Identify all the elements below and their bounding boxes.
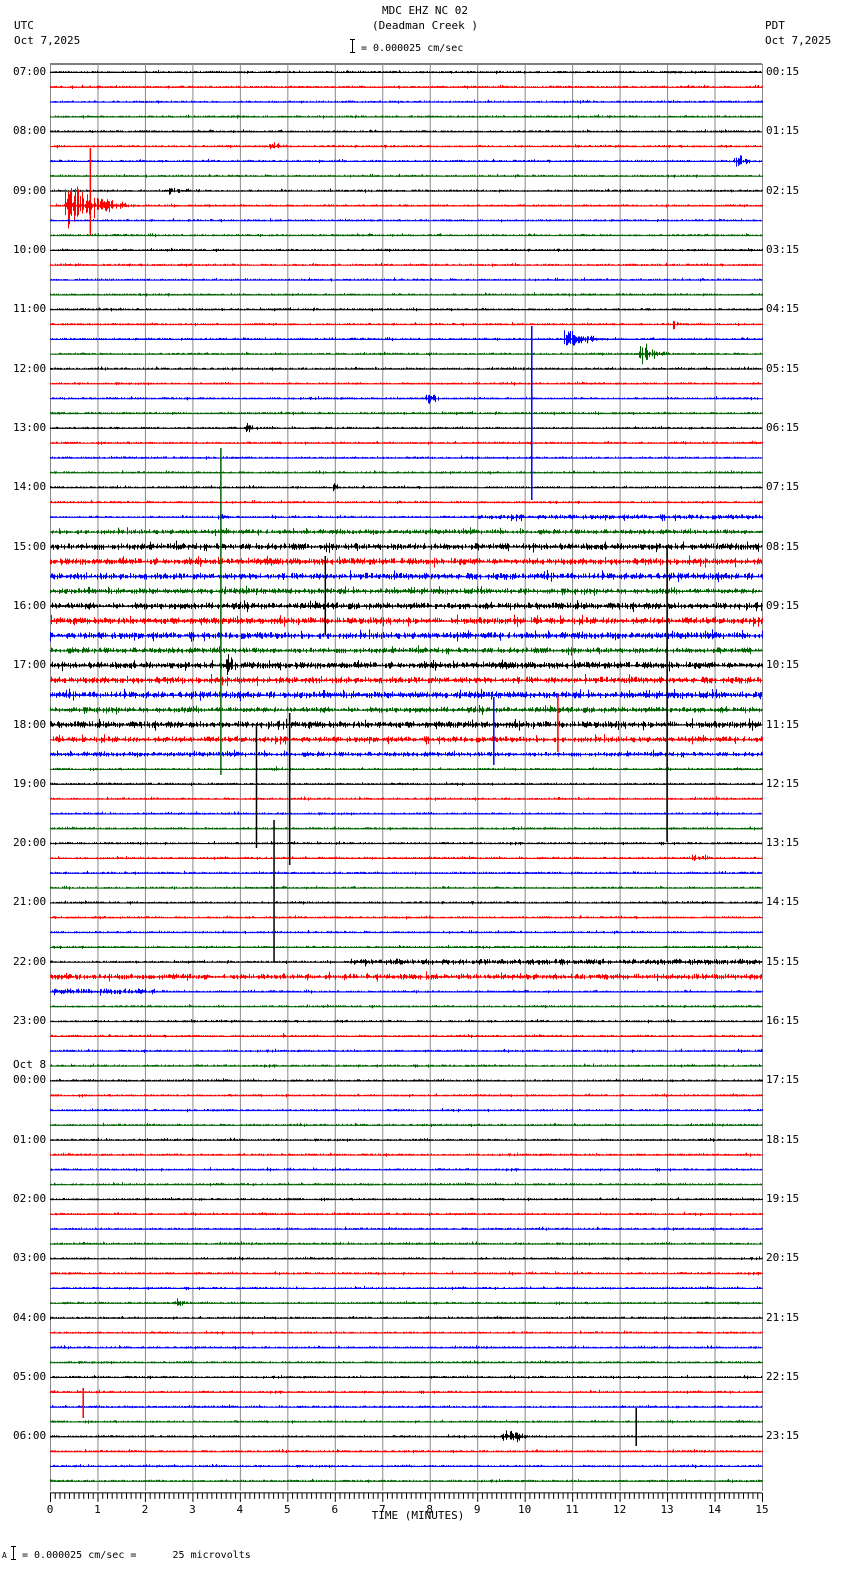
utc-time-label: 13:00 bbox=[13, 420, 47, 434]
footer-scale-bar-icon bbox=[11, 1546, 16, 1560]
x-tick-label: 4 bbox=[237, 1503, 244, 1516]
date-change-label: Oct 8 bbox=[13, 1058, 47, 1072]
utc-time-label: 18:00 bbox=[13, 717, 47, 731]
utc-time-label: 00:00 bbox=[13, 1073, 47, 1087]
x-tick-label: 1 bbox=[94, 1503, 101, 1516]
pdt-time-label: 02:15 bbox=[766, 183, 800, 197]
left-date: Oct 7,2025 bbox=[14, 34, 81, 47]
pdt-time-label: 15:15 bbox=[766, 954, 800, 968]
scale-text: = 0.000025 cm/sec bbox=[361, 43, 464, 54]
utc-time-label: 17:00 bbox=[13, 658, 47, 672]
pdt-time-label: 09:15 bbox=[766, 598, 800, 612]
x-tick-label: 10 bbox=[518, 1503, 531, 1516]
utc-time-label: 23:00 bbox=[13, 1014, 47, 1028]
x-axis-title: TIME (MINUTES) bbox=[371, 1509, 465, 1522]
utc-time-label: 10:00 bbox=[13, 242, 47, 256]
pdt-time-label: 03:15 bbox=[766, 242, 800, 256]
footer-prefix: A bbox=[2, 1551, 7, 1560]
pdt-time-label: 00:15 bbox=[766, 65, 800, 78]
site-name: (Deadman Creek ) bbox=[372, 19, 478, 32]
utc-time-label: 04:00 bbox=[13, 1310, 47, 1324]
station-title: MDC EHZ NC 02 bbox=[381, 4, 469, 17]
pdt-time-label: 06:15 bbox=[766, 420, 800, 434]
scale-bar-icon bbox=[350, 39, 355, 53]
footer-scale-text: = 0.000025 cm/sec = 25 microvolts bbox=[22, 1550, 251, 1561]
pdt-time-label: 14:15 bbox=[766, 895, 800, 909]
utc-time-label: 22:00 bbox=[13, 954, 47, 968]
x-tick-label: 13 bbox=[660, 1503, 673, 1516]
utc-time-label: 07:00 bbox=[13, 65, 47, 78]
utc-time-label: 15:00 bbox=[13, 539, 47, 553]
pdt-time-label: 21:15 bbox=[766, 1310, 800, 1324]
x-tick-label: 8 bbox=[426, 1503, 433, 1516]
pdt-time-label: 05:15 bbox=[766, 361, 800, 375]
pdt-time-label: 23:15 bbox=[766, 1429, 800, 1443]
pdt-time-label: 13:15 bbox=[766, 836, 800, 850]
utc-time-label: 01:00 bbox=[13, 1132, 47, 1146]
pdt-time-label: 18:15 bbox=[766, 1132, 800, 1146]
pdt-time-label: 04:15 bbox=[766, 302, 800, 316]
x-tick-label: 6 bbox=[331, 1503, 338, 1516]
utc-time-label: 11:00 bbox=[13, 302, 47, 316]
utc-time-label: 21:00 bbox=[13, 895, 47, 909]
right-date: Oct 7,2025 bbox=[765, 34, 832, 47]
left-timezone: UTC bbox=[14, 19, 34, 32]
pdt-time-label: 12:15 bbox=[766, 776, 800, 790]
utc-time-label: 02:00 bbox=[13, 1192, 47, 1206]
pdt-time-label: 11:15 bbox=[766, 717, 800, 731]
pdt-time-label: 19:15 bbox=[766, 1192, 800, 1206]
pdt-time-label: 07:15 bbox=[766, 480, 800, 494]
x-tick-label: 7 bbox=[379, 1503, 386, 1516]
pdt-time-label: 20:15 bbox=[766, 1251, 800, 1265]
utc-time-label: 05:00 bbox=[13, 1370, 47, 1384]
x-tick-label: 2 bbox=[142, 1503, 149, 1516]
x-tick-label: 3 bbox=[189, 1503, 196, 1516]
utc-time-label: 19:00 bbox=[13, 776, 47, 790]
utc-time-label: 12:00 bbox=[13, 361, 47, 375]
utc-time-label: 09:00 bbox=[13, 183, 47, 197]
x-tick-label: 14 bbox=[708, 1503, 722, 1516]
pdt-time-label: 16:15 bbox=[766, 1014, 800, 1028]
x-tick-label: 15 bbox=[755, 1503, 768, 1516]
utc-time-label: 06:00 bbox=[13, 1429, 47, 1443]
pdt-time-label: 01:15 bbox=[766, 124, 800, 138]
x-tick-label: 0 bbox=[47, 1503, 54, 1516]
utc-time-label: 08:00 bbox=[13, 124, 47, 138]
x-tick-label: 12 bbox=[613, 1503, 626, 1516]
pdt-time-label: 08:15 bbox=[766, 539, 800, 553]
utc-time-label: 14:00 bbox=[13, 480, 47, 494]
pdt-time-label: 10:15 bbox=[766, 658, 800, 672]
utc-time-label: 20:00 bbox=[13, 836, 47, 850]
x-tick-label: 5 bbox=[284, 1503, 291, 1516]
x-tick-label: 9 bbox=[474, 1503, 481, 1516]
right-timezone: PDT bbox=[765, 19, 785, 32]
pdt-time-label: 22:15 bbox=[766, 1370, 800, 1384]
pdt-time-label: 17:15 bbox=[766, 1073, 800, 1087]
utc-time-label: 03:00 bbox=[13, 1251, 47, 1265]
utc-time-label: 16:00 bbox=[13, 598, 47, 612]
x-tick-label: 11 bbox=[566, 1503, 579, 1516]
